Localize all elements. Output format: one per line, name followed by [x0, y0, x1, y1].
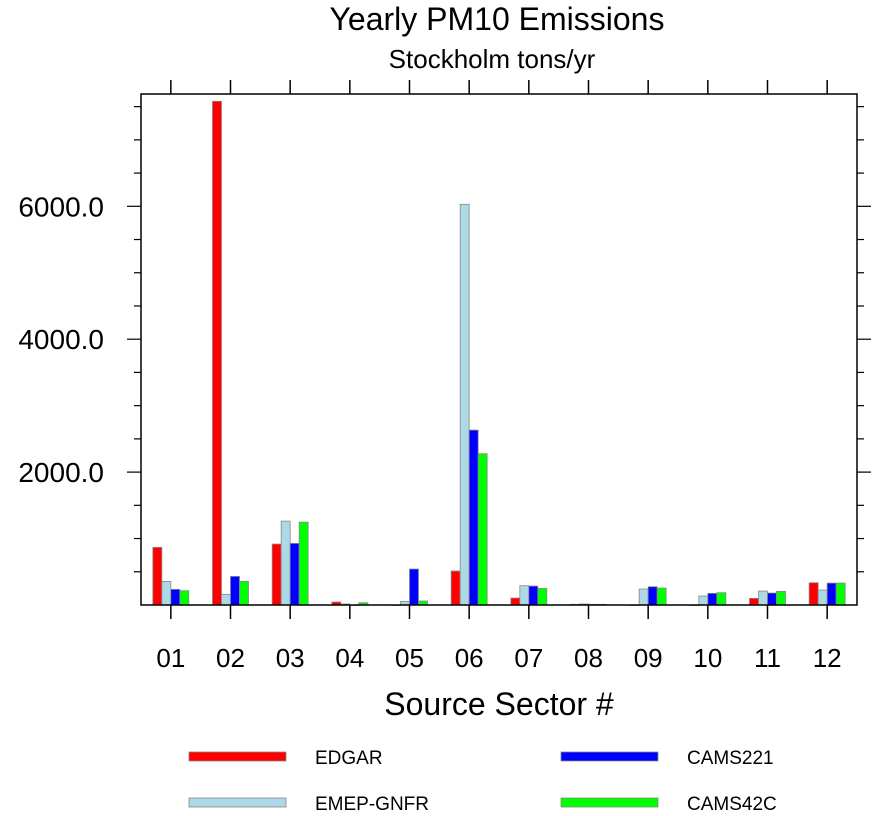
bar-emep-gnfr — [638, 588, 649, 606]
bar-cams42c — [716, 592, 727, 606]
chart-title: Yearly PM10 Emissions — [330, 1, 665, 37]
x-tick-label: 02 — [216, 643, 245, 673]
bar-cams221 — [707, 592, 718, 606]
legend-label: EDGAR — [315, 748, 383, 769]
y-tick-label: 2000.0 — [18, 457, 104, 488]
bar-edgar — [749, 597, 759, 606]
x-tick-label: 10 — [693, 643, 722, 673]
bar-cams221 — [409, 568, 419, 606]
legend-label: CAMS42C — [687, 794, 777, 815]
y-tick-label: 6000.0 — [18, 191, 104, 222]
bar-cams42c — [656, 587, 667, 606]
bar-cams42c — [776, 590, 786, 606]
bar-cams42c — [179, 590, 190, 606]
bar-cams42c — [477, 453, 488, 606]
legend-swatch-edgar — [188, 751, 287, 762]
bar-cams221 — [468, 429, 479, 606]
bar-cams221 — [826, 582, 837, 606]
plot-frame — [140, 93, 858, 606]
bar-emep-gnfr — [817, 589, 828, 606]
x-tick-label: 07 — [514, 643, 543, 673]
x-tick-label: 08 — [574, 643, 603, 673]
bar-emep-gnfr — [519, 585, 530, 606]
bar-cams221 — [647, 586, 658, 606]
bar-cams42c — [537, 587, 548, 606]
bar-cams42c — [298, 521, 309, 606]
bar-emep-gnfr — [758, 590, 768, 606]
bar-cams42c — [239, 581, 249, 606]
bar-edgar — [450, 570, 461, 606]
bar-cams221 — [767, 592, 777, 606]
bar-cams42c — [835, 582, 846, 606]
x-tick-label: 06 — [455, 643, 484, 673]
legend-swatch-cams221 — [560, 751, 659, 762]
x-axis-label: Source Sector # — [384, 686, 614, 722]
chart-subtitle: Stockholm tons/yr — [389, 44, 596, 74]
bar-edgar — [808, 582, 819, 606]
bar-emep-gnfr — [698, 595, 709, 606]
bar-edgar — [152, 546, 163, 606]
bar-cams221 — [170, 588, 181, 606]
legend-label: EMEP-GNFR — [315, 794, 429, 815]
x-tick-label: 05 — [395, 643, 424, 673]
x-tick-label: 12 — [813, 643, 842, 673]
bar-cams221 — [528, 585, 539, 606]
x-tick-label: 09 — [634, 643, 663, 673]
bar-emep-gnfr — [161, 581, 172, 606]
bar-emep-gnfr — [221, 593, 231, 606]
bar-edgar — [212, 100, 222, 606]
bar-edgar — [510, 597, 521, 606]
bar-edgar — [271, 543, 282, 606]
x-tick-label: 04 — [335, 643, 364, 673]
y-tick-label: 4000.0 — [18, 324, 104, 355]
bar-cams221 — [289, 543, 300, 606]
x-tick-label: 11 — [754, 643, 781, 673]
legend-label: CAMS221 — [687, 748, 774, 769]
x-tick-label: 01 — [156, 643, 185, 673]
legend-swatch-cams42c — [560, 797, 659, 808]
legend-swatch-emep-gnfr — [188, 797, 287, 808]
bar-emep-gnfr — [459, 203, 470, 606]
x-tick-label: 03 — [276, 643, 305, 673]
bar-cams221 — [230, 576, 240, 606]
bar-emep-gnfr — [280, 520, 291, 606]
